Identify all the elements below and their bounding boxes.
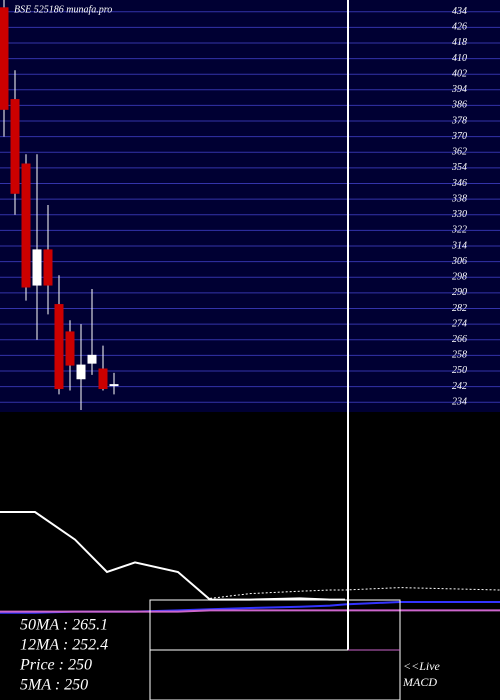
y-tick-label: 394 <box>451 84 467 95</box>
y-tick-label: 434 <box>452 6 467 17</box>
indicator-line <box>209 587 500 599</box>
y-tick-label: 402 <box>452 68 467 79</box>
candle-body <box>109 384 119 387</box>
candle-body <box>43 249 53 286</box>
y-tick-label: 298 <box>452 272 467 283</box>
y-tick-label: 362 <box>451 147 467 158</box>
marks <box>0 0 500 614</box>
candle-body <box>54 304 64 390</box>
y-tick-label: 418 <box>452 37 467 48</box>
y-tick-label: 306 <box>451 256 467 267</box>
y-tick-label: 258 <box>452 350 467 361</box>
indicator-line <box>0 511 345 601</box>
y-tick-label: 330 <box>451 209 467 220</box>
stat: 5MA : 250 <box>20 677 88 694</box>
macd-label: MACD <box>402 675 437 689</box>
y-tick-label: 322 <box>451 225 467 236</box>
y-tick-label: 266 <box>452 334 467 345</box>
stat: Price : 250 <box>19 657 92 674</box>
y-tick-label: 410 <box>452 53 467 64</box>
indicator-line <box>0 609 500 613</box>
y-tick-label: 426 <box>452 22 467 33</box>
y-tick-label: 354 <box>451 162 467 173</box>
candle-body <box>76 364 86 380</box>
y-tick-label: 386 <box>451 100 467 111</box>
y-tick-label: 234 <box>452 396 467 407</box>
y-tick-label: 290 <box>452 287 467 298</box>
y-tick-label: 242 <box>452 381 467 392</box>
candle-body <box>0 7 9 110</box>
y-tick-label: 346 <box>451 178 467 189</box>
stat: 12MA : 252.4 <box>20 637 108 654</box>
y-tick-label: 378 <box>451 115 467 126</box>
candle-body <box>21 163 31 288</box>
y-tick-label: 314 <box>451 240 467 251</box>
candle-body <box>32 249 42 286</box>
candle-body <box>87 354 97 364</box>
candle-body <box>65 331 75 366</box>
stat: 50MA : 265.1 <box>20 617 108 634</box>
chart-title: BSE 525186 munafa.pro <box>14 4 112 15</box>
live-link[interactable]: <<Live <box>403 659 441 673</box>
price-panel <box>0 0 500 412</box>
y-tick-label: 274 <box>452 318 467 329</box>
y-tick-label: 338 <box>451 193 467 204</box>
grid <box>0 11 500 403</box>
y-tick-label: 370 <box>451 131 467 142</box>
candle-body <box>10 99 20 194</box>
y-tick-label: 250 <box>452 365 467 376</box>
y-tick-label: 282 <box>452 303 467 314</box>
candle-body <box>98 368 108 390</box>
